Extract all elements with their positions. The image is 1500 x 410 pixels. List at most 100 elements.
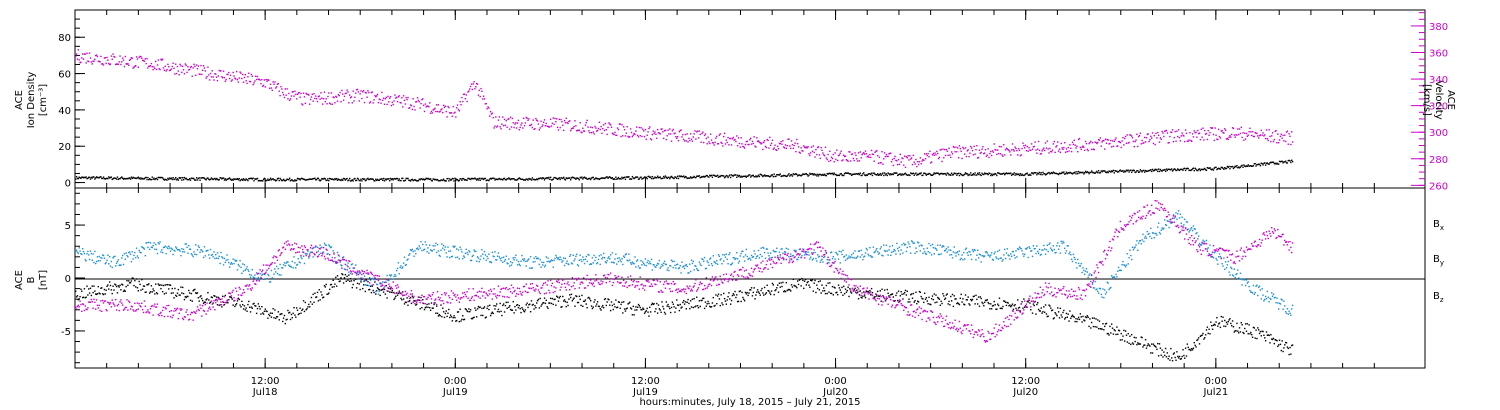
series-bottom-0-point xyxy=(1084,316,1087,318)
series-top-1-point xyxy=(406,98,408,101)
series-bottom-0-point xyxy=(937,296,939,299)
series-bottom-0-point xyxy=(1012,308,1015,310)
series-bottom-0-point xyxy=(1129,335,1131,337)
series-bottom-0-point xyxy=(977,296,980,298)
series-top-1-point xyxy=(715,137,717,139)
series-bottom-1-point xyxy=(220,251,222,254)
series-top-1-point xyxy=(983,152,986,154)
series-bottom-0-point xyxy=(274,309,276,311)
series-top-0-point xyxy=(224,178,227,180)
series-bottom-0-point xyxy=(675,307,677,309)
series-bottom-1-point xyxy=(369,277,371,279)
series-top-1-point xyxy=(834,152,836,154)
series-bottom-0-point xyxy=(206,298,208,300)
x-minor-ticks xyxy=(74,10,1375,368)
series-bottom-1-point xyxy=(90,252,93,255)
series-top-1-point xyxy=(696,131,698,133)
series-top-0-point xyxy=(1164,168,1166,171)
series-bottom-0-point xyxy=(276,316,279,318)
series-top-1-point xyxy=(811,150,814,153)
series-top-0-point xyxy=(1037,172,1039,174)
series-top-0-point xyxy=(356,177,359,180)
series-bottom-1-point xyxy=(149,242,152,244)
series-bottom-1-point xyxy=(226,254,228,256)
series-top-0-point xyxy=(1233,166,1236,169)
series-top-0-point xyxy=(427,177,429,180)
series-bottom-0-point xyxy=(303,310,306,313)
series-bottom-1-point xyxy=(483,250,486,253)
series-bottom-0-point xyxy=(797,283,800,286)
series-top-1-point xyxy=(1281,137,1283,139)
series-top-0-point xyxy=(1131,169,1134,172)
series-bottom-0-point xyxy=(649,311,652,313)
series-bottom-1-point xyxy=(335,262,338,264)
series-top-0-point xyxy=(669,177,671,180)
series-top-1-point xyxy=(795,150,797,153)
series-top-0-point xyxy=(1041,173,1043,176)
series-top-0-point xyxy=(763,174,766,176)
series-top-0-point xyxy=(897,174,900,176)
series-top-0-point xyxy=(680,175,682,177)
series-top-0-point xyxy=(228,177,231,179)
series-top-1-point xyxy=(104,57,106,59)
series-top-0-point xyxy=(1159,168,1162,171)
series-top-0-point xyxy=(388,178,390,180)
series-bottom-1-point xyxy=(106,259,108,262)
series-bottom-0-point xyxy=(1045,313,1048,315)
series-top-1-point xyxy=(378,98,380,100)
series-top-0-point xyxy=(910,172,912,174)
series-bottom-1-point xyxy=(200,249,202,251)
series-top-1-point xyxy=(480,87,482,90)
series-top-1-point xyxy=(1277,133,1279,135)
series-top-1-point xyxy=(442,111,444,114)
series-top-0-point xyxy=(150,178,153,181)
series-top-0-point xyxy=(821,174,823,177)
series-bottom-0-point xyxy=(290,313,293,316)
series-bottom-0-point xyxy=(1237,330,1239,332)
series-top-1-point xyxy=(806,147,808,149)
series-top-0-point xyxy=(396,177,399,180)
series-bottom-0-point xyxy=(1277,344,1280,346)
series-top-1-point xyxy=(293,95,295,97)
series-top-0-point xyxy=(1255,165,1257,167)
series-top-0-point xyxy=(512,178,514,180)
series-top-0-point xyxy=(1279,160,1282,163)
series-bottom-0-point xyxy=(493,304,495,307)
series-top-1-point xyxy=(903,164,905,166)
series-top-0-point xyxy=(1250,165,1252,167)
series-top-1-point xyxy=(1272,140,1275,143)
series-top-0-point xyxy=(603,177,606,180)
series-bottom-0-point xyxy=(736,300,739,303)
series-top-1-point xyxy=(837,154,840,157)
series-top-1-point xyxy=(1116,145,1118,147)
series-bottom-1-point xyxy=(193,251,195,253)
series-bottom-0-point xyxy=(1149,345,1151,347)
series-top-1-point xyxy=(474,88,476,90)
series-bottom-0-point xyxy=(976,298,978,301)
series-top-0-point xyxy=(232,179,234,181)
series-top-0-point xyxy=(779,173,781,175)
series-bottom-1-point xyxy=(494,251,496,253)
series-bottom-1-point xyxy=(213,251,215,253)
series-bottom-0-point xyxy=(1240,322,1242,324)
series-top-1-point xyxy=(295,93,297,96)
series-top-1-point xyxy=(919,157,922,159)
series-bottom-0-point xyxy=(1051,309,1054,311)
series-top-1-point xyxy=(670,140,673,142)
series-bottom-0-point xyxy=(863,291,865,293)
series-top-0-point xyxy=(768,175,770,177)
series-bottom-0-point xyxy=(419,308,421,310)
series-top-1-point xyxy=(1110,146,1113,148)
series-bottom-0-point xyxy=(349,277,352,280)
series-top-1-point xyxy=(679,129,681,132)
series-top-1-point xyxy=(385,96,387,99)
series-top-1-point xyxy=(1213,139,1216,142)
series-top-1-point xyxy=(636,134,639,137)
series-bottom-0-point xyxy=(456,311,459,313)
series-top-0-point xyxy=(782,175,784,177)
series-top-1-point xyxy=(520,124,522,126)
series-top-1-point xyxy=(896,163,899,166)
series-top-1-point xyxy=(954,151,956,153)
series-top-0-point xyxy=(515,179,517,181)
series-top-1-point xyxy=(455,107,458,109)
